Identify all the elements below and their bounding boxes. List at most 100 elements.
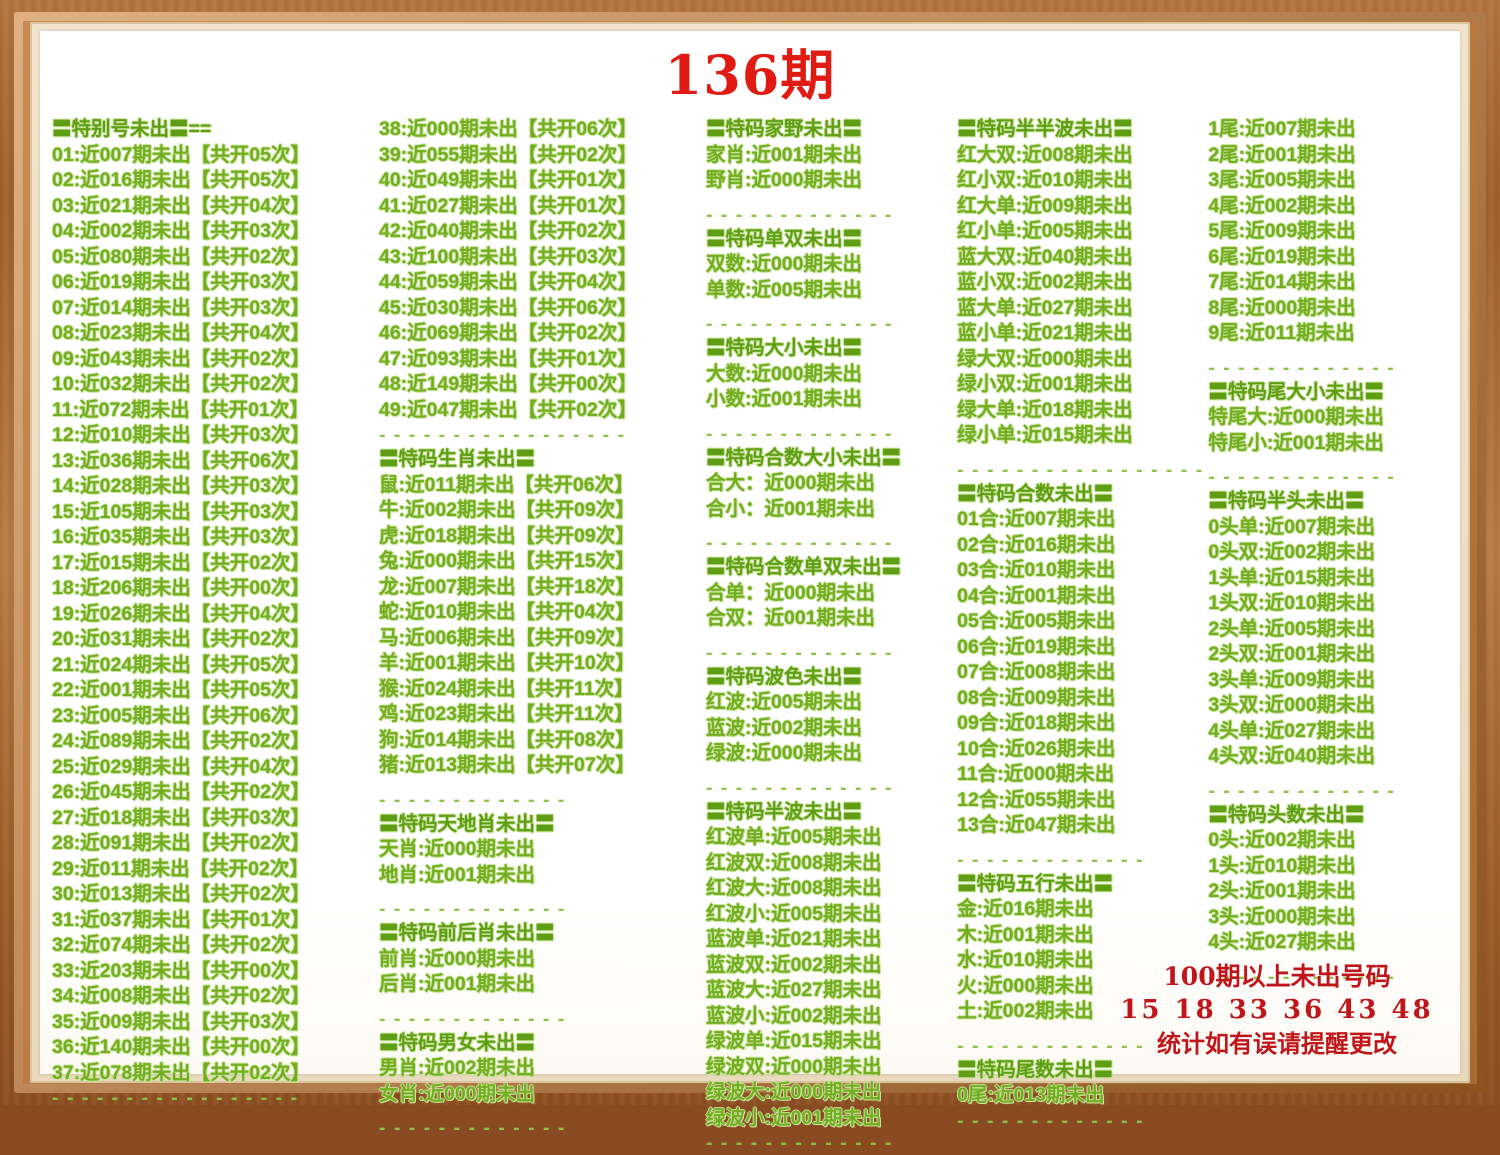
divider-dashed: - - - - - - - - - - - - - xyxy=(705,776,893,799)
list-item: 06:近019期未出【共开03次】 xyxy=(52,271,310,293)
poster-sheet: 136期 〓特别号未出〓== 01:近007期未出【共开05次】 02:近016期… xyxy=(40,31,1460,1154)
list-qianhouxiao: 前肖:近000期未出 后肖:近001期未出 xyxy=(379,947,706,998)
list-item: 蓝大单:近027期未出 xyxy=(957,296,1133,319)
list-item: 2头单:近005期未出 xyxy=(1208,617,1376,640)
list-item: 02:近016期未出【共开05次】 xyxy=(52,169,310,191)
list-bose: 红波:近005期未出 蓝波:近002期未出 绿波:近000期未出 xyxy=(706,690,957,767)
list-item: 2尾:近001期未出 xyxy=(1208,143,1356,166)
list-item: 2头双:近001期未出 xyxy=(1208,643,1376,665)
list-item: 合双：近001期未出 xyxy=(705,607,876,629)
list-item: 绿波大:近000期未出 xyxy=(705,1081,882,1103)
list-item: 24:近089期未出【共开02次】 xyxy=(52,730,310,752)
list-item: 40:近049期未出【共开01次】 xyxy=(378,169,637,191)
list-item: 45:近030期未出【共开06次】 xyxy=(378,296,637,319)
list-item: 37:近078期未出【共开02次】 xyxy=(52,1061,310,1084)
divider-dashed: - - - - - - - - - - - - - xyxy=(705,641,893,664)
list-item: 39:近055期未出【共开02次】 xyxy=(378,143,637,166)
divider-dashed: - - - - - - - - - - - - - xyxy=(378,788,566,811)
section-header-nannv: 〓特码男女未出〓 xyxy=(378,1031,535,1054)
list-item: 特尾小:近001期未出 xyxy=(1208,431,1384,454)
list-item: 01合:近007期未出 xyxy=(957,508,1116,530)
list-item: 09:近043期未出【共开02次】 xyxy=(52,347,310,370)
spacer xyxy=(379,998,706,1007)
list-item: 35:近009期未出【共开03次】 xyxy=(52,1010,310,1033)
list-item: 4头双:近040期未出 xyxy=(1208,745,1376,767)
list-item: 3尾:近005期未出 xyxy=(1208,169,1356,191)
divider-dashed: - - - - - - - - - - - - - xyxy=(705,1132,893,1154)
list-item: 龙:近007期未出【共开18次】 xyxy=(378,575,635,598)
divider-dashed: - - - - - - - - - - - - - xyxy=(1208,466,1396,488)
list-item: 38:近000期未出【共开06次】 xyxy=(378,118,637,140)
section-header-daxiao: 〓特码大小未出〓 xyxy=(705,337,862,359)
divider-dashed: - - - - - - - - - - - - - xyxy=(957,1109,1145,1132)
list-item: 红大单:近009期未出 xyxy=(957,194,1133,217)
section-header-tiandixiao: 〓特码天地肖未出〓 xyxy=(378,812,555,835)
list-item: 绿波:近000期未出 xyxy=(705,742,862,764)
list-item: 7尾:近014期未出 xyxy=(1208,271,1356,293)
list-item: 马:近006期未出【共开09次】 xyxy=(378,626,635,649)
list-item: 家肖:近001期未出 xyxy=(705,143,862,166)
list-item: 04:近002期未出【共开03次】 xyxy=(52,220,310,242)
list-bantou: 0头单:近007期未出 0头双:近002期未出 1头单:近015期未出 1头双:近01… xyxy=(1208,515,1450,770)
list-item: 20:近031期未出【共开02次】 xyxy=(52,628,310,650)
spacer xyxy=(957,449,1208,458)
list-item: 绿小单:近015期未出 xyxy=(957,424,1133,446)
divider-dashed: - - - - - - - - - - - - - xyxy=(378,898,566,920)
divider-dashed: - - - - - - - - - - - - - xyxy=(1208,965,1396,988)
list-item: 牛:近002期未出【共开09次】 xyxy=(378,499,635,521)
list-item: 小数:近001期未出 xyxy=(705,388,862,410)
list-item: 12:近010期未出【共开03次】 xyxy=(52,424,310,446)
list-item: 大数:近000期未出 xyxy=(705,362,862,385)
list-item: 红波大:近008期未出 xyxy=(705,877,882,899)
list-item: 27:近018期未出【共开03次】 xyxy=(52,806,310,829)
list-item: 03:近021期未出【共开04次】 xyxy=(52,194,310,217)
list-item: 绿小双:近001期未出 xyxy=(957,373,1133,395)
list-item: 31:近037期未出【共开01次】 xyxy=(52,908,310,931)
list-item: 羊:近001期未出【共开10次】 xyxy=(378,652,635,674)
list-item: 0尾:近013期未出 xyxy=(957,1084,1105,1106)
list-item: 05:近080期未出【共开02次】 xyxy=(52,245,310,268)
list-heshu: 01合:近007期未出 02合:近016期未出 03合:近010期未出 04合:近00… xyxy=(957,507,1208,839)
list-item: 0头双:近002期未出 xyxy=(1208,541,1376,563)
section-header-special: 〓特别号未出〓== xyxy=(52,118,212,140)
list-item: 29:近011期未出【共开02次】 xyxy=(52,857,309,880)
list-danshuang: 双数:近000期未出 单数:近005期未出 xyxy=(706,252,957,303)
page-title: 136期 xyxy=(664,43,836,107)
section-header-bantou: 〓特码半头未出〓 xyxy=(1208,490,1365,512)
list-item: 鼠:近011期未出【共开06次】 xyxy=(378,473,634,496)
section-header-heshu-danshuang: 〓特码合数单双未出〓 xyxy=(705,556,901,578)
list-item: 04合:近001期未出 xyxy=(957,584,1116,607)
list-item: 13合:近047期未出 xyxy=(957,814,1116,836)
list-weishu-1-9: 1尾:近007期未出 2尾:近001期未出 3尾:近005期未出 4尾:近002期未出… xyxy=(1208,117,1450,347)
list-item: 06合:近019期未出 xyxy=(957,635,1116,658)
list-item: 1头单:近015期未出 xyxy=(1208,566,1376,589)
divider-dashed: - - - - - - - - - - - - - xyxy=(957,848,1145,871)
list-item: 32:近074期未出【共开02次】 xyxy=(52,934,310,956)
list-item: 绿波双:近000期未出 xyxy=(705,1055,882,1078)
list-item: 绿大双:近000期未出 xyxy=(957,347,1133,370)
list-item: 30:近013期未出【共开02次】 xyxy=(52,883,310,905)
column-attributes-3: 1尾:近007期未出 2尾:近001期未出 3尾:近005期未出 4尾:近002期未出… xyxy=(1208,117,1450,1070)
list-item: 火:近000期未出 xyxy=(957,974,1094,997)
footer-note: 100期以上未出号码 15 18 33 36 43 48 统计如有误请提醒更改 xyxy=(1112,960,1442,1060)
section-header-bose: 〓特码波色未出〓 xyxy=(705,665,862,688)
section-header-wuxing: 〓特码五行未出〓 xyxy=(957,872,1114,895)
list-item: 合单：近000期未出 xyxy=(705,581,876,604)
list-item: 02合:近016期未出 xyxy=(957,533,1116,556)
list-item: 15:近105期未出【共开03次】 xyxy=(52,500,310,523)
list-item: 25:近029期未出【共开04次】 xyxy=(52,755,310,778)
list-item: 08合:近009期未出 xyxy=(957,686,1116,709)
list-weishu-0: 0尾:近013期未出 xyxy=(957,1083,1208,1109)
list-item: 蓝波大:近027期未出 xyxy=(705,979,882,1001)
divider-dashed: - - - - - - - - - - - - - xyxy=(957,1034,1145,1057)
list-item: 13:近036期未出【共开06次】 xyxy=(52,449,310,472)
list-item: 01:近007期未出【共开05次】 xyxy=(52,143,310,166)
divider-dashed: - - - - - - - - - - - - - xyxy=(705,422,893,445)
divider-dashed: - - - - - - - - - - - - - - - - - xyxy=(378,424,626,446)
list-item: 10合:近026期未出 xyxy=(957,737,1116,760)
list-item: 猪:近013期未出【共开07次】 xyxy=(378,754,635,776)
list-item: 47:近093期未出【共开01次】 xyxy=(378,347,637,370)
list-item: 26:近045期未出【共开02次】 xyxy=(52,781,310,803)
list-item: 蓝波双:近002期未出 xyxy=(705,953,882,976)
list-item: 07:近014期未出【共开03次】 xyxy=(52,296,310,319)
